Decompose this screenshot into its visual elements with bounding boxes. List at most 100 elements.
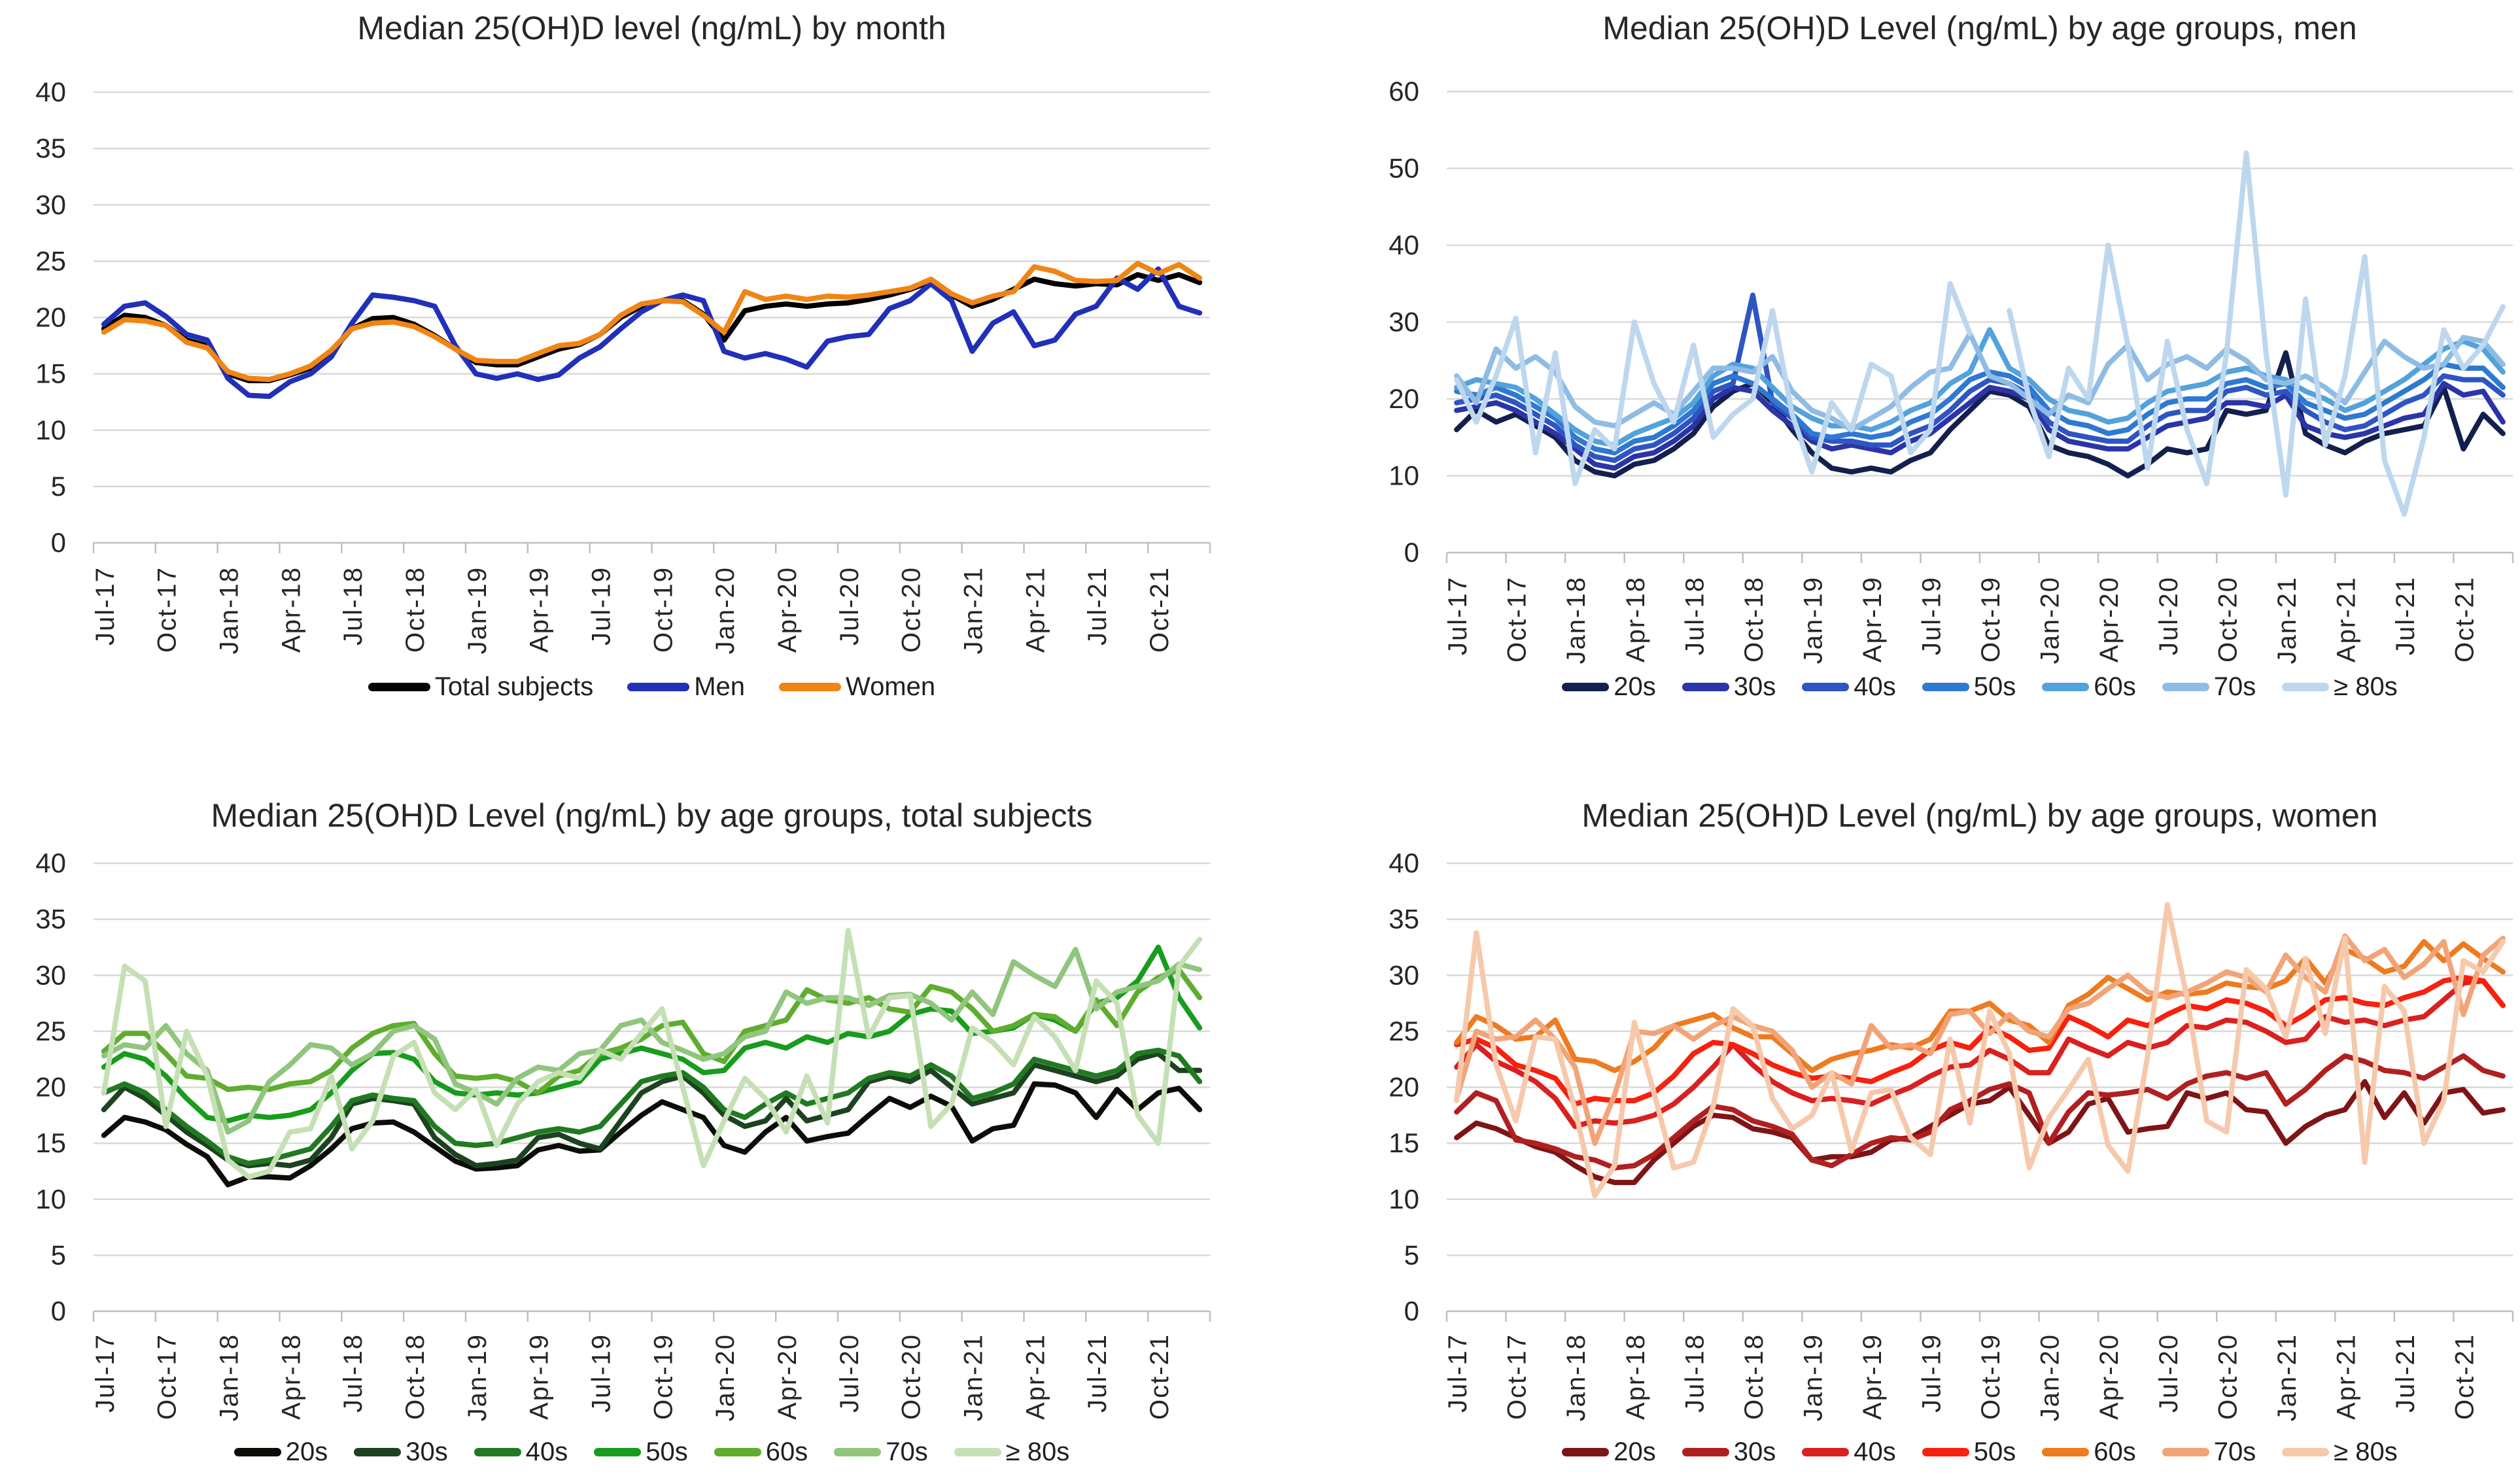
y-axis-tick-label: 10 [1389, 460, 1419, 491]
series-line-≥-80s [1454, 902, 2506, 1199]
chart-title: Median 25(OH)D Level (ng/mL) by age grou… [1581, 797, 2378, 834]
x-axis-tick-label: Oct-17 [153, 1333, 182, 1420]
y-axis-tick-label: 10 [35, 415, 66, 445]
x-axis-tick-label: Jan-18 [1562, 1333, 1591, 1421]
x-axis-tick-label: Jul-21 [2391, 1333, 2420, 1413]
x-axis-tick-label: Jul-17 [1443, 576, 1472, 655]
legend-swatch [954, 1448, 1001, 1456]
x-axis-tick-label: Jul-19 [587, 566, 615, 645]
x-axis-tick-label: Jan-20 [2036, 1333, 2065, 1421]
legend-item-30s: 30s [354, 1437, 448, 1467]
y-axis-tick-label: 0 [51, 527, 66, 558]
y-axis-tick-label: 25 [35, 245, 66, 276]
legend-label: 20s [1614, 672, 1656, 701]
series-line-70s [101, 946, 1203, 1135]
x-axis-tick-label: Jul-20 [835, 1333, 864, 1413]
y-axis-tick-label: 15 [35, 1127, 66, 1158]
x-axis-tick-label: Oct-17 [1503, 1333, 1532, 1420]
legend-item-70s: 70s [834, 1437, 928, 1467]
y-axis-tick-label: 0 [51, 1296, 66, 1326]
x-axis-tick-label: Oct-19 [649, 1333, 678, 1420]
legend-item-40s: 40s [474, 1437, 568, 1467]
legend-swatch [2162, 683, 2209, 691]
legend-label: 40s [525, 1437, 568, 1466]
series-line-50s [1454, 362, 2506, 456]
x-axis-tick-label: Oct-21 [1145, 566, 1174, 653]
legend-item-20s: 20s [1562, 672, 1656, 702]
legend-item-60s: 60s [714, 1437, 808, 1467]
x-axis-tick-label: Oct-20 [897, 566, 926, 653]
y-axis-tick-label: 25 [1389, 1016, 1419, 1046]
legend-swatch [1922, 683, 1969, 691]
legend-item-20s: 20s [233, 1437, 328, 1467]
y-axis-tick-label: 20 [35, 1072, 66, 1103]
x-axis-tick-label: Apr-20 [773, 566, 802, 653]
x-axis-tick-label: Jul-18 [339, 566, 368, 645]
legend-swatch [1562, 683, 1610, 691]
x-axis-tick-label: Jan-21 [2273, 576, 2302, 664]
legend-swatch [714, 1448, 761, 1456]
legend-label: 60s [2094, 672, 2136, 701]
legend-label: 70s [2213, 672, 2256, 701]
legend-swatch [1682, 1448, 1729, 1456]
x-axis-tick-label: Jan-20 [711, 566, 740, 654]
x-axis-tick-label: Jan-18 [215, 1333, 243, 1421]
chart-total-by-age: Median 25(OH)D Level (ng/mL) by age grou… [0, 739, 1260, 1478]
x-axis-tick-label: Jul-19 [1918, 576, 1946, 655]
legend-item-60s: 60s [2042, 1437, 2136, 1467]
x-axis-tick-label: Jan-21 [959, 1333, 988, 1421]
legend-item-≥-80s: ≥ 80s [2282, 1437, 2398, 1467]
legend-item-70s: 70s [2162, 672, 2256, 702]
series-line-20s [1454, 350, 2506, 479]
legend-women-by-age: 20s 30s 40s 50s 60s 70s ≥ 80s [1447, 1437, 2513, 1467]
legend-item-≥-80s: ≥ 80s [954, 1437, 1069, 1467]
plot-area-women-by-age: 0 5 10 15 20 25 30 35 40 Jul-17 Oct-17 Jan-18 Apr-18… [1389, 848, 2514, 1421]
x-axis-tick-label: Oct-20 [2213, 1333, 2242, 1420]
x-axis-tick-label: Oct-18 [401, 566, 430, 653]
chart-title: Median 25(OH)D Level (ng/mL) by age grou… [1602, 10, 2357, 46]
x-axis-tick-label: Oct-17 [1503, 576, 1532, 662]
x-axis-tick-label: Oct-18 [401, 1333, 430, 1420]
x-axis-tick-label: Oct-19 [1976, 1333, 2005, 1420]
y-axis-tick-label: 35 [35, 904, 66, 935]
x-axis-tick-label: Jan-19 [1799, 576, 1827, 664]
y-axis-tick-label: 40 [1389, 230, 1419, 260]
x-axis-tick-label: Jan-18 [215, 566, 243, 654]
series-line-70s [1454, 331, 2506, 432]
legend-swatch [1562, 1448, 1610, 1456]
legend-item-50s: 50s [1922, 672, 2016, 702]
series-line-women [101, 260, 1203, 383]
x-axis-tick-label: Jan-19 [1799, 1333, 1827, 1421]
legend-label: 20s [285, 1437, 328, 1466]
legend-label: 70s [2213, 1437, 2256, 1466]
plot-area-total-by-age: 0 5 10 15 20 25 30 35 40 Jul-17 Oct-17 Jan-18 Apr-18… [35, 848, 1211, 1421]
series-line-30s [1454, 1053, 2506, 1171]
legend-label: 60s [765, 1437, 808, 1466]
legend-swatch [2282, 1448, 2330, 1456]
legend-label: 50s [646, 1437, 688, 1466]
y-axis-tick-label: 50 [1389, 153, 1419, 184]
chart-men-by-age: Median 25(OH)D Level (ng/mL) by age grou… [1260, 0, 2520, 739]
y-axis-tick-label: 20 [1389, 383, 1419, 414]
y-axis-tick-label: 20 [1389, 1072, 1419, 1103]
chart-title: Median 25(OH)D Level (ng/mL) by age grou… [211, 797, 1093, 834]
x-axis-tick-label: Oct-21 [1145, 1333, 1174, 1420]
y-axis-tick-label: 40 [1389, 848, 1419, 878]
legend-item-40s: 40s [1802, 672, 1896, 702]
legend-item-20s: 20s [1562, 1437, 1656, 1467]
legend-item-women: Women [779, 672, 935, 702]
x-axis-tick-label: Jan-21 [959, 566, 988, 654]
x-axis-tick-label: Apr-20 [773, 1333, 802, 1420]
legend-label: 60s [2094, 1437, 2136, 1466]
x-axis-tick-label: Apr-21 [1021, 566, 1050, 653]
legend-men-by-age: 20s 30s 40s 50s 60s 70s ≥ 80s [1447, 672, 2513, 702]
x-axis-tick-label: Oct-17 [153, 566, 182, 653]
legend-swatch [1802, 683, 1850, 691]
legend-item-70s: 70s [2162, 1437, 2256, 1467]
legend-item-40s: 40s [1802, 1437, 1896, 1467]
legend-swatch [1922, 1448, 1969, 1456]
x-axis-tick-label: Apr-20 [2095, 576, 2124, 662]
x-axis-tick-label: Oct-19 [649, 566, 678, 653]
x-axis-tick-label: Apr-18 [1621, 576, 1650, 662]
series-line-≥-80s [1454, 150, 2506, 517]
